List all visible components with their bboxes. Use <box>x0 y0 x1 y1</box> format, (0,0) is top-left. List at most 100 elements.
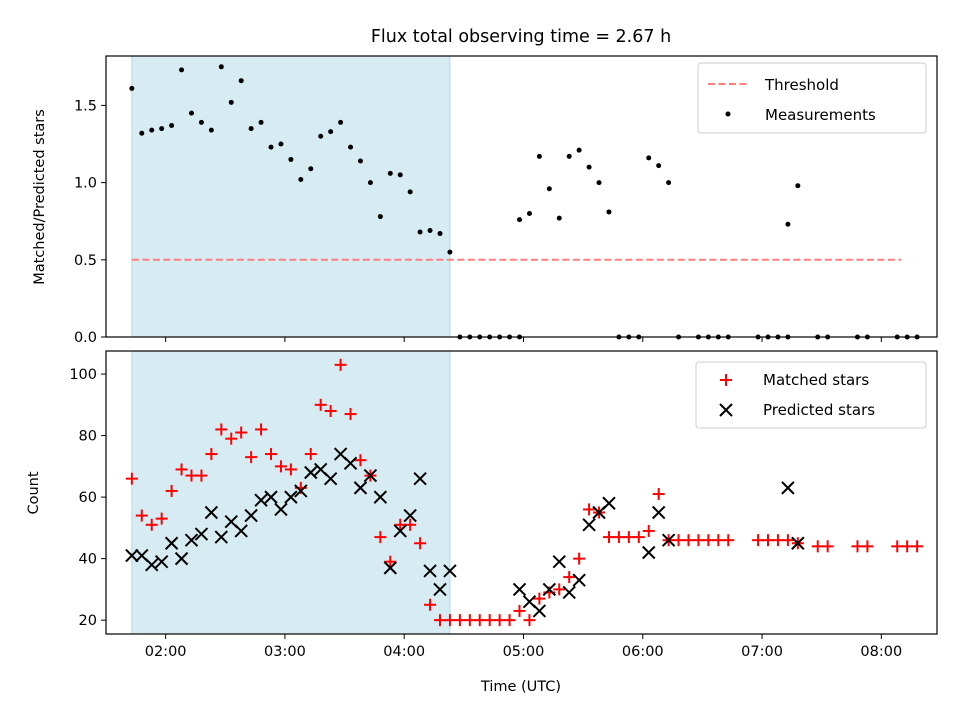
x-tick-label: 06:00 <box>622 644 664 660</box>
count-y-ticks: 20 40 60 80 100 <box>69 367 106 629</box>
measurements-point <box>258 119 264 125</box>
measurements-point <box>139 130 145 136</box>
measurements-point <box>526 210 532 216</box>
threshold-legend-label: Threshold <box>764 76 839 94</box>
measurements-point <box>795 183 801 189</box>
count-y-axis-label: Count <box>26 471 42 514</box>
predicted-stars-point <box>552 555 566 569</box>
matched-legend-label: Matched stars <box>763 371 869 389</box>
predicted-stars-point <box>403 508 417 523</box>
measurements-point <box>586 164 592 170</box>
ratio-legend-box <box>697 62 927 134</box>
matched-stars-point <box>642 524 655 537</box>
measurements-point <box>367 180 373 186</box>
matched-stars-point <box>205 448 218 461</box>
count-shaded-interval <box>131 350 451 635</box>
matched-stars-point <box>861 540 874 553</box>
measurements-point <box>536 153 542 159</box>
predicted-stars-point <box>234 524 248 538</box>
predicted-stars-point <box>343 456 358 470</box>
predicted-stars-point <box>125 548 139 563</box>
matched-stars-point <box>513 604 526 617</box>
count-x-ticks: 02:00 03:00 04:00 05:00 06:00 07:00 08:00 <box>145 634 902 660</box>
matched-stars-point <box>523 614 536 627</box>
predicted-stars-point <box>373 490 388 504</box>
x-axis-label: Time (UTC) <box>480 679 561 695</box>
measurements-point <box>159 126 165 132</box>
measurements-point <box>666 180 672 186</box>
measurements-point <box>298 177 304 183</box>
predicted-stars-point <box>413 471 427 486</box>
predicted-stars-point <box>164 536 179 550</box>
matched-stars-point <box>374 531 387 544</box>
matched-stars-point <box>145 518 158 531</box>
predicted-stars-point <box>383 561 397 575</box>
ratio-y-axis-label: Matched/Predicted stars <box>32 109 48 285</box>
matched-stars-point <box>344 408 357 421</box>
count-axes-frame <box>105 350 938 635</box>
measurements-point <box>248 126 254 132</box>
matched-stars-point <box>235 426 248 439</box>
predicted-stars-point <box>204 505 219 520</box>
matched-stars-point <box>632 531 645 544</box>
measurements-point <box>318 133 324 139</box>
matched-stars-point <box>781 534 794 547</box>
x-tick-label: 07:00 <box>741 644 783 660</box>
matched-stars-point <box>265 448 278 461</box>
measurements-point <box>338 119 344 125</box>
chart-title: Flux total observing time = 2.67 h <box>371 27 671 47</box>
matched-legend-swatch <box>720 374 732 386</box>
measurements-point <box>387 170 393 176</box>
predicted-stars-point <box>542 582 557 597</box>
measurements-point <box>785 221 791 227</box>
measurements-point <box>198 119 204 125</box>
predicted-legend-label: Predicted stars <box>763 401 875 419</box>
predicted-stars-point <box>651 505 666 520</box>
count-legend: Matched stars Predicted stars <box>695 361 927 429</box>
y-tick-label: 1.0 <box>74 176 97 192</box>
measurements-point <box>556 215 562 221</box>
matched-stars-point <box>573 552 586 565</box>
matched-stars-point <box>553 583 566 596</box>
measurements-point <box>268 144 274 150</box>
measurements-point <box>517 217 523 223</box>
measurements-legend-label: Measurements <box>765 106 876 124</box>
measurements-point <box>288 156 294 162</box>
y-tick-label: 20 <box>79 613 97 629</box>
measurements-point <box>377 214 383 220</box>
matched-stars-point <box>404 518 417 531</box>
x-tick-label: 08:00 <box>860 644 902 660</box>
measurements-point <box>238 78 244 84</box>
measurements-point <box>348 144 354 150</box>
predicted-stars-point <box>184 533 199 547</box>
count-points-layer <box>125 358 924 627</box>
predicted-stars-point <box>294 484 308 498</box>
ratio-x-ticks <box>165 337 882 342</box>
matched-stars-point <box>155 512 168 525</box>
measurements-point <box>169 122 175 128</box>
predicted-stars-point <box>443 564 457 578</box>
predicted-stars-point <box>532 604 547 618</box>
matched-stars-point <box>503 614 516 627</box>
measurements-point <box>407 189 413 195</box>
predicted-stars-point <box>254 493 268 507</box>
matched-stars-point <box>424 598 437 611</box>
ratio-legend: Threshold Measurements <box>697 62 927 134</box>
y-tick-label: 60 <box>79 490 97 506</box>
measurements-point <box>447 249 453 255</box>
predicted-stars-point <box>304 465 318 480</box>
measurements-point <box>606 209 612 215</box>
predicted-stars-point <box>145 558 159 572</box>
measurements-point <box>417 229 423 235</box>
predicted-stars-point <box>562 585 576 600</box>
y-tick-label: 40 <box>79 552 97 568</box>
measurements-point <box>596 180 602 186</box>
x-tick-label: 04:00 <box>383 644 425 660</box>
predicted-stars-point <box>284 490 298 504</box>
measurements-point <box>546 186 552 192</box>
predicted-stars-point <box>512 582 527 597</box>
matched-stars-point <box>125 472 138 485</box>
matched-stars-point <box>334 358 347 371</box>
measurements-point <box>646 155 652 161</box>
measurements-point <box>427 227 433 233</box>
